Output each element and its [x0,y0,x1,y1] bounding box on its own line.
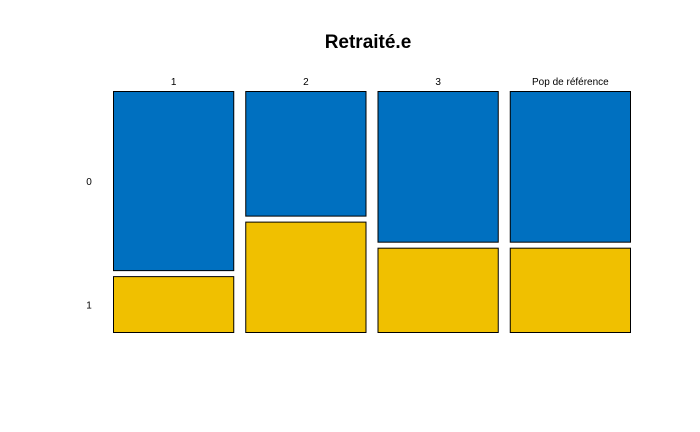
row-label: 0 [86,177,92,188]
mosaic-tile-1-4 [509,247,631,333]
column-label: 1 [171,77,177,88]
chart-title: Retraité.e [325,32,412,53]
column-label: Pop de référence [532,77,609,88]
mosaic-tile-1-2 [245,221,367,333]
mosaic-tile-1-1 [113,276,235,333]
column-label: 3 [435,77,441,88]
row-label: 1 [86,301,92,312]
mosaic-tile-0-4 [509,91,631,243]
column-labels: 1 2 3 Pop de référence [171,77,609,88]
row-labels: 01 [86,177,92,312]
mosaic-tile-0-2 [245,91,367,217]
mosaic-tile-0-3 [377,91,499,243]
mosaic-tile-0-1 [113,91,235,272]
mosaic-tile-1-3 [377,247,499,333]
mosaic-tiles [113,91,631,333]
column-label: 2 [303,77,309,88]
